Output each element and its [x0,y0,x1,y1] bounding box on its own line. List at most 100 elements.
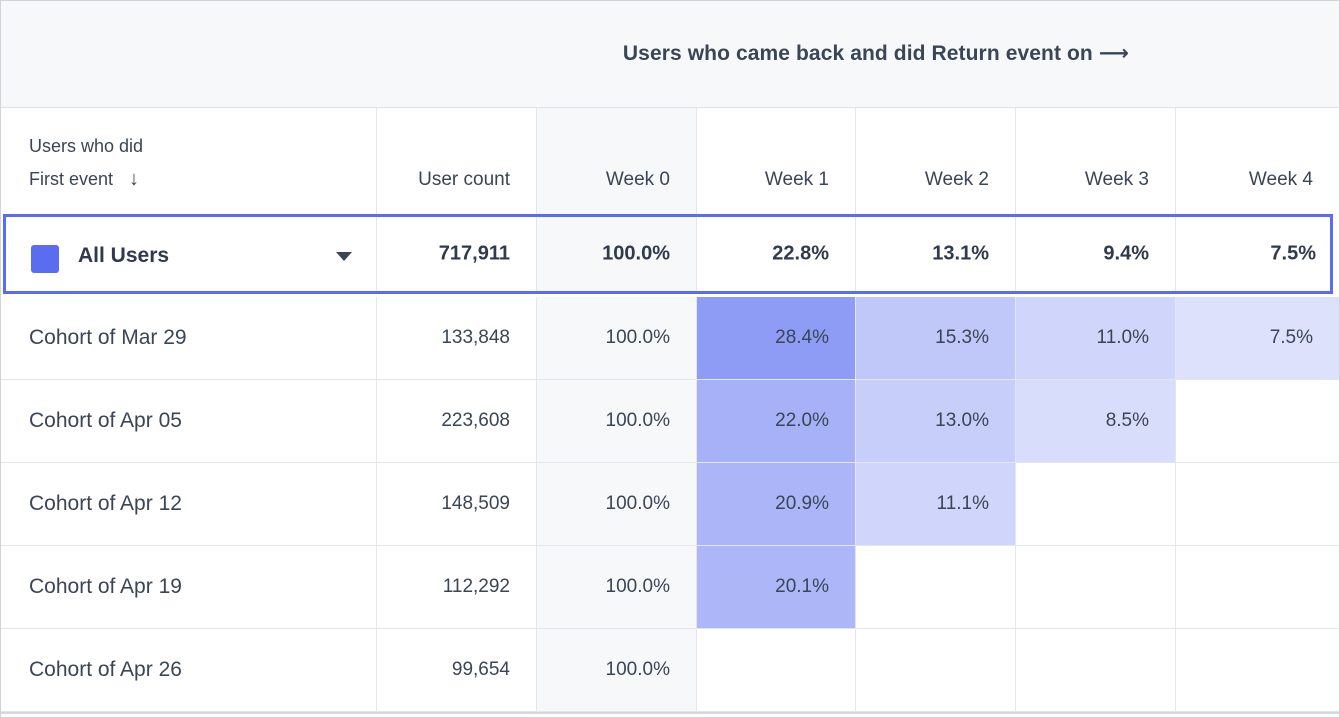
cohort-count-cell: 99,654 [376,629,536,712]
retention-value: 22.8% [772,242,829,265]
user-count-column-header[interactable]: User count [376,108,536,214]
week-header-label: Week 4 [1248,169,1313,190]
retention-value: 9.4% [1103,242,1149,265]
first-event-header-line2: First event ↓ [29,168,139,191]
retention-cell[interactable]: 28.4% [696,297,855,380]
cohort-label: Cohort of Apr 12 [29,492,182,515]
cohort-label: Cohort of Apr 26 [29,658,182,681]
week-header-label: Week 2 [924,169,989,190]
all-users-row[interactable]: All Users 717,911 100.0% 22.8% 13.1% 9.4… [3,214,1333,294]
cohort-label-cell: Cohort of Apr 12 [1,463,376,546]
cohort-label-cell: Cohort of Apr 05 [1,380,376,463]
cohort-label-cell: Cohort of Mar 29 [1,297,376,380]
cohort-row[interactable]: Cohort of Apr 26 99,654 100.0% [1,629,1339,712]
return-event-title-text: Users who came back and did Return event… [622,42,1093,65]
retention-cell[interactable]: 15.3% [855,297,1015,380]
cohort-count-cell: 133,848 [376,297,536,380]
cohort-label: Cohort of Mar 29 [29,326,187,349]
week-4-column-header[interactable]: Week 4 [1175,108,1339,214]
all-users-color-swatch [31,245,59,273]
cohort-label: Cohort of Apr 19 [29,575,182,598]
cohort-label-cell: Cohort of Apr 26 [1,629,376,712]
retention-value: 100.0% [602,242,670,265]
retention-cell[interactable]: 13.0% [855,380,1015,463]
first-event-column-header[interactable]: Users who did First event ↓ [1,108,376,214]
first-event-header-text: First event [29,169,114,189]
retention-header: Users who came back and did Return event… [1,1,1339,108]
retention-cell[interactable]: 100.0% [536,297,696,380]
week-2-column-header[interactable]: Week 2 [855,108,1015,214]
cohort-user-count: 99,654 [451,659,510,680]
all-users-week-cell[interactable]: 22.8% [696,217,855,291]
retention-value: 20.9% [775,493,829,514]
retention-cell [1175,546,1339,629]
retention-cell [696,629,855,712]
retention-value: 13.0% [935,410,989,431]
caret-down-icon[interactable] [336,252,352,261]
cohort-user-count: 112,292 [442,576,510,597]
retention-cell[interactable]: 100.0% [536,463,696,546]
retention-value: 8.5% [1105,410,1149,431]
retention-cell [1175,629,1339,712]
cohort-user-count: 133,848 [441,327,510,348]
retention-value: 100.0% [605,410,670,431]
retention-value: 20.1% [775,576,829,597]
retention-cell [1015,463,1175,546]
retention-cell[interactable]: 11.1% [855,463,1015,546]
week-1-column-header[interactable]: Week 1 [696,108,855,214]
cohort-row[interactable]: Cohort of Apr 19 112,292 100.0% 20.1% [1,546,1339,629]
cohort-count-cell: 112,292 [376,546,536,629]
all-users-week-cell[interactable]: 7.5% [1175,217,1330,291]
all-users-selector[interactable]: All Users [6,217,376,291]
retention-value: 100.0% [605,576,670,597]
cohort-row[interactable]: Cohort of Apr 12 148,509 100.0% 20.9% 11.1% [1,463,1339,546]
week-header-label: Week 0 [605,169,670,190]
retention-cell[interactable]: 20.9% [696,463,855,546]
retention-value: 7.5% [1269,327,1313,348]
sort-down-icon[interactable]: ↓ [129,168,140,190]
retention-cell[interactable]: 100.0% [536,629,696,712]
retention-cell[interactable]: 100.0% [536,546,696,629]
retention-cell[interactable]: 22.0% [696,380,855,463]
week-3-column-header[interactable]: Week 3 [1015,108,1175,214]
retention-cell [1175,463,1339,546]
retention-value: 100.0% [605,493,670,514]
retention-cell [855,546,1015,629]
cohort-count-cell: 223,608 [376,380,536,463]
retention-cell [1175,380,1339,463]
table-bottom-border [1,712,1339,714]
cohort-count-cell: 148,509 [376,463,536,546]
all-users-week-cell[interactable]: 100.0% [536,217,696,291]
retention-cell[interactable]: 100.0% [536,380,696,463]
week-header-label: Week 1 [764,169,829,190]
retention-value: 15.3% [935,327,989,348]
retention-cell[interactable]: 8.5% [1015,380,1175,463]
cohort-label: Cohort of Apr 05 [29,409,182,432]
retention-value: 7.5% [1270,242,1316,265]
retention-cell[interactable]: 20.1% [696,546,855,629]
retention-value: 11.1% [936,493,989,514]
first-event-header-line1: Users who did [29,136,144,156]
retention-cell[interactable]: 11.0% [1015,297,1175,380]
cohort-row[interactable]: Cohort of Mar 29 133,848 100.0% 28.4% 15.3% 1… [1,297,1339,380]
cohort-label-cell: Cohort of Apr 19 [1,546,376,629]
retention-cell [855,629,1015,712]
retention-value: 11.0% [1096,327,1149,348]
return-event-title: Users who came back and did Return event… [536,41,1216,66]
all-users-week-cell[interactable]: 9.4% [1015,217,1175,291]
cohort-user-count: 223,608 [441,410,510,431]
retention-value: 100.0% [605,327,670,348]
cohort-row[interactable]: Cohort of Apr 05 223,608 100.0% 22.0% 13.0% 8… [1,380,1339,463]
week-header-label: Week 3 [1084,169,1149,190]
cohort-user-count: 148,509 [441,493,510,514]
retention-cell [1015,629,1175,712]
arrow-right-icon: ⟶ [1098,42,1130,65]
user-count-header-label: User count [418,169,510,190]
week-0-column-header[interactable]: Week 0 [536,108,696,214]
all-users-label: All Users [78,244,170,267]
all-users-week-cell[interactable]: 13.1% [855,217,1015,291]
retention-value: 100.0% [605,659,670,680]
retention-cell[interactable]: 7.5% [1175,297,1339,380]
all-users-count: 717,911 [438,242,510,265]
